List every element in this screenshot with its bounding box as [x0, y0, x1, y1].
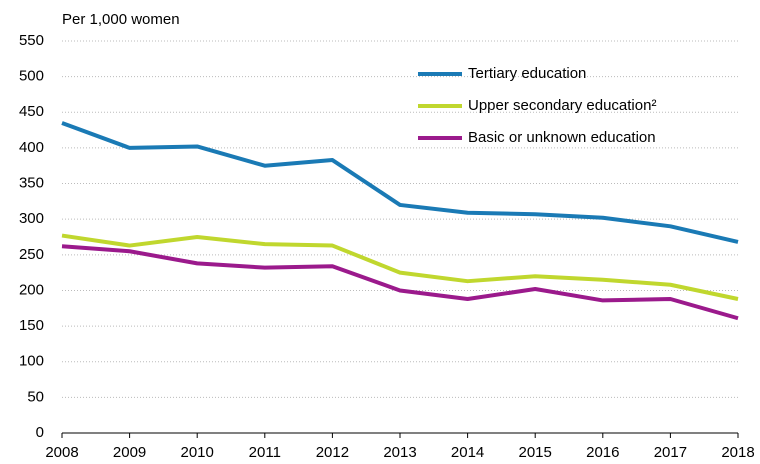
- y-tick-label: 400: [19, 139, 44, 156]
- x-tick-label: 2012: [316, 444, 349, 461]
- x-tick-label: 2016: [586, 444, 619, 461]
- legend-label: Upper secondary education²: [468, 97, 656, 114]
- y-tick-label: 100: [19, 353, 44, 370]
- legend-label: Basic or unknown education: [468, 129, 656, 146]
- y-tick-label: 200: [19, 281, 44, 298]
- y-tick-label: 50: [27, 388, 44, 405]
- y-tick-label: 150: [19, 317, 44, 334]
- y-tick-label: 450: [19, 103, 44, 120]
- y-tick-label: 0: [36, 424, 44, 441]
- y-tick-label: 300: [19, 210, 44, 227]
- x-tick-label: 2014: [451, 444, 484, 461]
- x-tick-label: 2018: [721, 444, 754, 461]
- legend-label: Tertiary education: [468, 65, 586, 82]
- series-line: [61, 244, 739, 321]
- y-tick-label: 550: [19, 32, 44, 49]
- x-tick-label: 2013: [383, 444, 416, 461]
- x-tick-label: 2011: [249, 444, 281, 461]
- series-line: [61, 121, 739, 244]
- x-tick-label: 2008: [45, 444, 78, 461]
- x-tick-label: 2015: [519, 444, 552, 461]
- y-tick-label: 350: [19, 175, 44, 192]
- y-tick-label: 500: [19, 68, 44, 85]
- x-tick-label: 2017: [654, 444, 687, 461]
- series-line: [61, 233, 739, 301]
- x-tick-label: 2010: [181, 444, 214, 461]
- y-tick-label: 250: [19, 246, 44, 263]
- x-tick-label: 2009: [113, 444, 146, 461]
- y-axis-label: Per 1,000 women: [62, 11, 180, 28]
